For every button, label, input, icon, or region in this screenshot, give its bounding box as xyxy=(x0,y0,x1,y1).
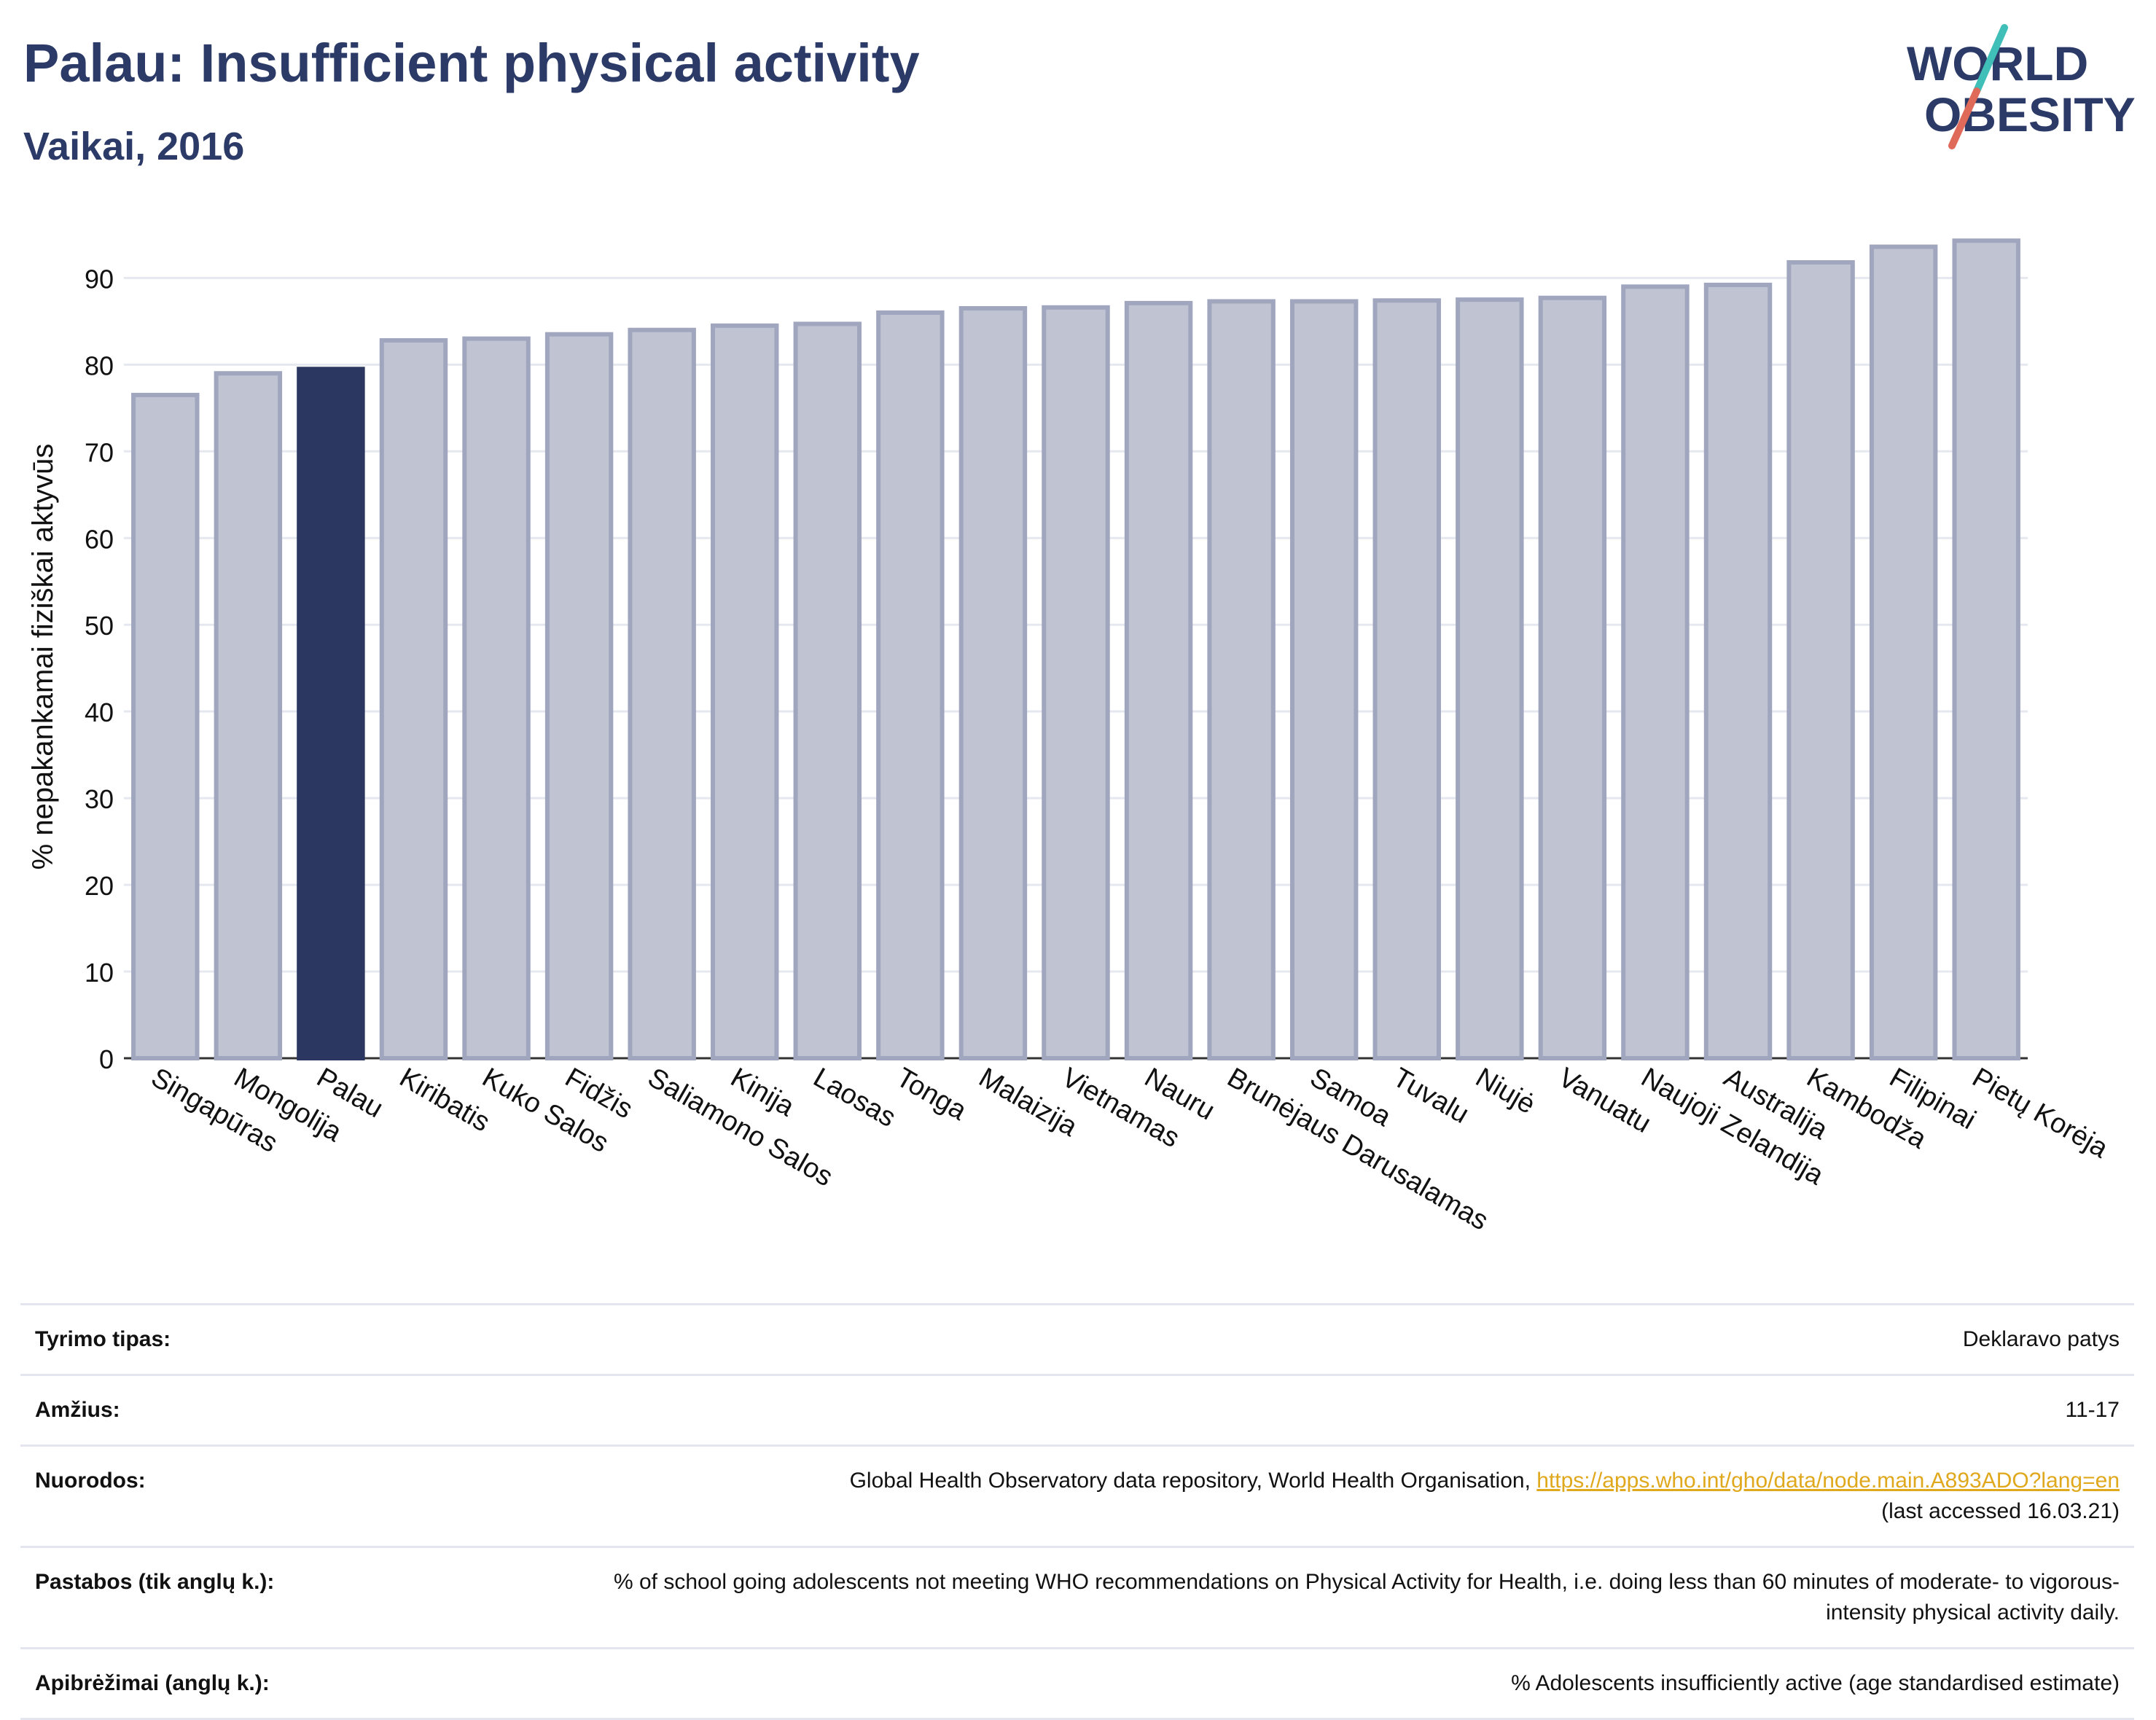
bar xyxy=(131,392,200,1060)
y-tick-label: 70 xyxy=(85,437,114,467)
bar xyxy=(1456,297,1524,1060)
y-tick-label: 90 xyxy=(85,264,114,294)
y-tick-label: 10 xyxy=(85,958,114,988)
logo-slash-red xyxy=(1948,87,1980,149)
info-label: Tyrimo tipas: xyxy=(35,1327,171,1351)
info-row-definitions: Apibrėžimai (anglų k.): % Adolescents in… xyxy=(20,1648,2134,1719)
reference-accessed: (last accessed 16.03.21) xyxy=(1881,1499,2120,1523)
x-tick-label: Vanuatu xyxy=(1553,1062,1656,1139)
info-row-notes: Pastabos (tik anglų k.): % of school goi… xyxy=(20,1547,2134,1649)
reference-link[interactable]: https://apps.who.int/gho/data/node.main.… xyxy=(1536,1469,2120,1493)
info-row-age: Amžius: 11-17 xyxy=(20,1375,2134,1446)
bar xyxy=(1538,295,1607,1060)
bar xyxy=(379,338,448,1060)
logo-slash-teal xyxy=(1973,24,2008,95)
bar xyxy=(876,310,945,1061)
bar xyxy=(1869,244,1938,1060)
info-table: Tyrimo tipas: Deklaravo patys Amžius: 11… xyxy=(20,1303,2134,1720)
x-tick-label: Tonga xyxy=(891,1062,972,1127)
y-tick-label: 60 xyxy=(85,524,114,554)
info-value: % Adolescents insufficiently active (age… xyxy=(1511,1671,2120,1695)
bar xyxy=(462,336,531,1061)
bar xyxy=(1207,299,1276,1060)
y-tick-label: 50 xyxy=(85,611,114,641)
world-obesity-logo: WORLD OBESITY xyxy=(1907,24,2136,149)
y-tick-label: 30 xyxy=(85,784,114,814)
bar xyxy=(1042,305,1110,1061)
chart-subtitle: Vaikai, 2016 xyxy=(23,125,245,168)
y-axis-label: % nepakankamai fiziškai aktyvūs xyxy=(27,444,59,870)
bar xyxy=(214,371,283,1060)
info-value: Deklaravo patys xyxy=(1962,1327,2120,1351)
bar xyxy=(297,367,365,1060)
bar xyxy=(1621,284,1690,1060)
info-label: Pastabos (tik anglų k.): xyxy=(35,1570,275,1594)
info-label: Nuorodos: xyxy=(35,1469,146,1493)
info-label: Apibrėžimai (anglų k.): xyxy=(35,1671,270,1695)
x-tick-label: Niujė xyxy=(1470,1062,1540,1120)
y-tick-label: 20 xyxy=(85,871,114,901)
bar xyxy=(793,321,862,1060)
y-tick-label: 40 xyxy=(85,697,114,727)
bar xyxy=(958,306,1028,1061)
bar xyxy=(1786,259,1855,1060)
x-tick-label: Kiribatis xyxy=(394,1062,495,1138)
bar xyxy=(711,323,779,1061)
bar xyxy=(1703,282,1773,1060)
bar-layer xyxy=(131,238,2020,1061)
bar xyxy=(1372,298,1441,1060)
reference-text: Global Health Observatory data repositor… xyxy=(849,1469,1537,1493)
bar xyxy=(1952,238,2020,1061)
bar xyxy=(1124,300,1193,1060)
info-row-study-type: Tyrimo tipas: Deklaravo patys xyxy=(20,1304,2134,1375)
x-tick-label: Tuvalu xyxy=(1388,1062,1475,1130)
info-label: Amžius: xyxy=(35,1398,120,1422)
bar xyxy=(1289,299,1359,1060)
info-value: 11-17 xyxy=(2065,1398,2120,1422)
bar xyxy=(628,327,696,1060)
info-row-references: Nuorodos: Global Health Observatory data… xyxy=(20,1445,2134,1547)
bar xyxy=(544,332,614,1060)
y-tick-label: 0 xyxy=(99,1044,114,1074)
chart-title: Palau: Insufficient physical activity xyxy=(23,33,920,93)
x-tick-label: Pietų Korėja xyxy=(1967,1062,2114,1164)
y-tick-label: 80 xyxy=(85,351,114,380)
info-value-references: Global Health Observatory data repositor… xyxy=(574,1446,2134,1547)
x-tick-label: Laosas xyxy=(808,1062,901,1133)
y-axis-ticks: 0 10 20 30 40 50 60 70 80 90 xyxy=(85,264,114,1074)
info-value: % of school going adolescents not meetin… xyxy=(613,1570,2120,1625)
bar-chart: 0 10 20 30 40 50 60 70 80 90 SingapūrasMongolijaP… xyxy=(27,238,2114,1237)
